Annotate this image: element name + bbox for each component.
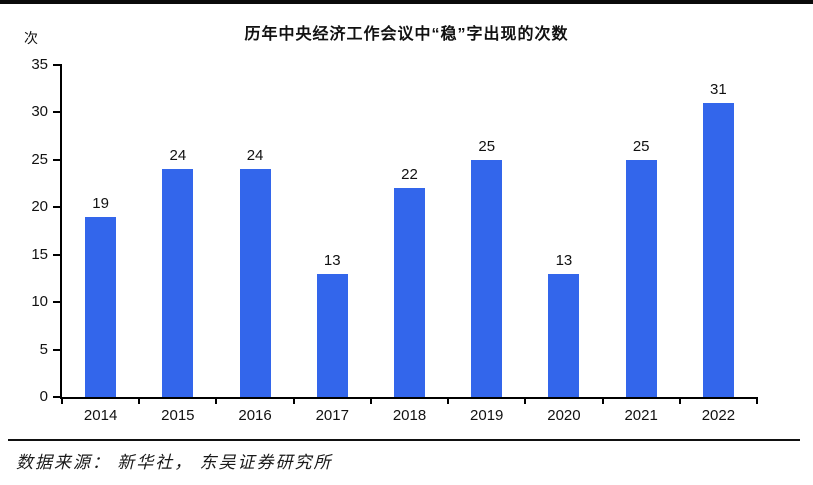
bar-2019: [471, 160, 503, 397]
bar-2018: [394, 188, 425, 397]
footer-divider-rule: [8, 439, 800, 441]
x-axis-category-label: 2022: [701, 407, 736, 424]
bar-value-label: 13: [323, 252, 341, 269]
y-axis-tick-mark: [53, 253, 62, 256]
y-axis-tick-mark: [53, 301, 62, 304]
bar-value-label: 19: [92, 195, 109, 212]
bar-2017: [316, 274, 348, 397]
x-axis-tick-mark: [292, 397, 295, 404]
bar-value-label: 22: [401, 166, 418, 183]
x-axis-tick-mark: [524, 397, 527, 404]
bar-2021: [625, 160, 657, 397]
y-axis-unit-label: 次: [24, 30, 38, 46]
bar-value-label: 25: [478, 138, 496, 155]
x-axis-tick-mark: [678, 397, 681, 404]
y-axis-tick-mark: [53, 396, 62, 398]
y-axis-tick-label: 15: [31, 245, 48, 263]
y-axis-tick-mark: [53, 206, 62, 209]
y-axis-tick-label: 5: [39, 340, 48, 358]
x-axis-tick-mark: [369, 397, 372, 404]
x-axis-tick-mark: [601, 397, 604, 404]
y-axis-tick-label: 25: [31, 150, 48, 168]
y-axis-tick-label: 35: [31, 56, 48, 73]
bar-2016: [239, 169, 271, 397]
y-axis-tick-label: 10: [31, 293, 48, 311]
bar-2020: [548, 274, 580, 397]
data-source-note: 数据来源： 新华社， 东吴证券研究所: [16, 453, 333, 472]
bar-chart-plot-area: 0 5 10 15 20 25 30 35 19 2014 24 2015 24 2016 13 2017 22…: [31, 56, 758, 424]
bar-value-label: 13: [555, 252, 573, 269]
x-axis-category-label: 2020: [547, 407, 581, 424]
x-axis-category-label: 2019: [470, 407, 504, 424]
y-axis-tick-label: 20: [31, 198, 48, 216]
y-axis-tick-mark: [53, 64, 62, 66]
bar-value-label: 25: [632, 138, 650, 155]
chart-title: 历年中央经济工作会议中“稳”字出现的次数: [244, 26, 569, 43]
y-axis-tick-label: 0: [39, 388, 48, 405]
x-axis-tick-mark: [756, 397, 758, 404]
x-axis-category-label: 2017: [315, 407, 349, 424]
bar-value-label: 24: [169, 147, 187, 164]
x-axis-category-label: 2018: [392, 407, 427, 424]
x-axis-category-label: 2015: [161, 407, 195, 424]
bar-value-label: 31: [710, 81, 727, 98]
x-axis-tick-mark: [138, 397, 141, 404]
bar-value-label: 24: [246, 147, 264, 164]
x-axis-tick-mark: [447, 397, 450, 404]
x-axis-category-label: 2014: [83, 407, 118, 424]
y-axis-tick-mark: [53, 111, 62, 114]
top-divider-rule: [0, 0, 813, 4]
x-axis-category-label: 2016: [238, 407, 272, 424]
bar-2015: [162, 169, 194, 397]
y-axis-tick-label: 30: [31, 103, 48, 121]
y-axis-tick-mark: [53, 158, 62, 161]
bar-2022: [702, 103, 734, 397]
y-axis-tick-mark: [53, 348, 62, 351]
x-axis-tick-mark: [215, 397, 218, 404]
x-axis-category-label: 2021: [624, 407, 658, 424]
x-axis-tick-mark: [61, 397, 63, 404]
bar-2014: [85, 217, 117, 397]
